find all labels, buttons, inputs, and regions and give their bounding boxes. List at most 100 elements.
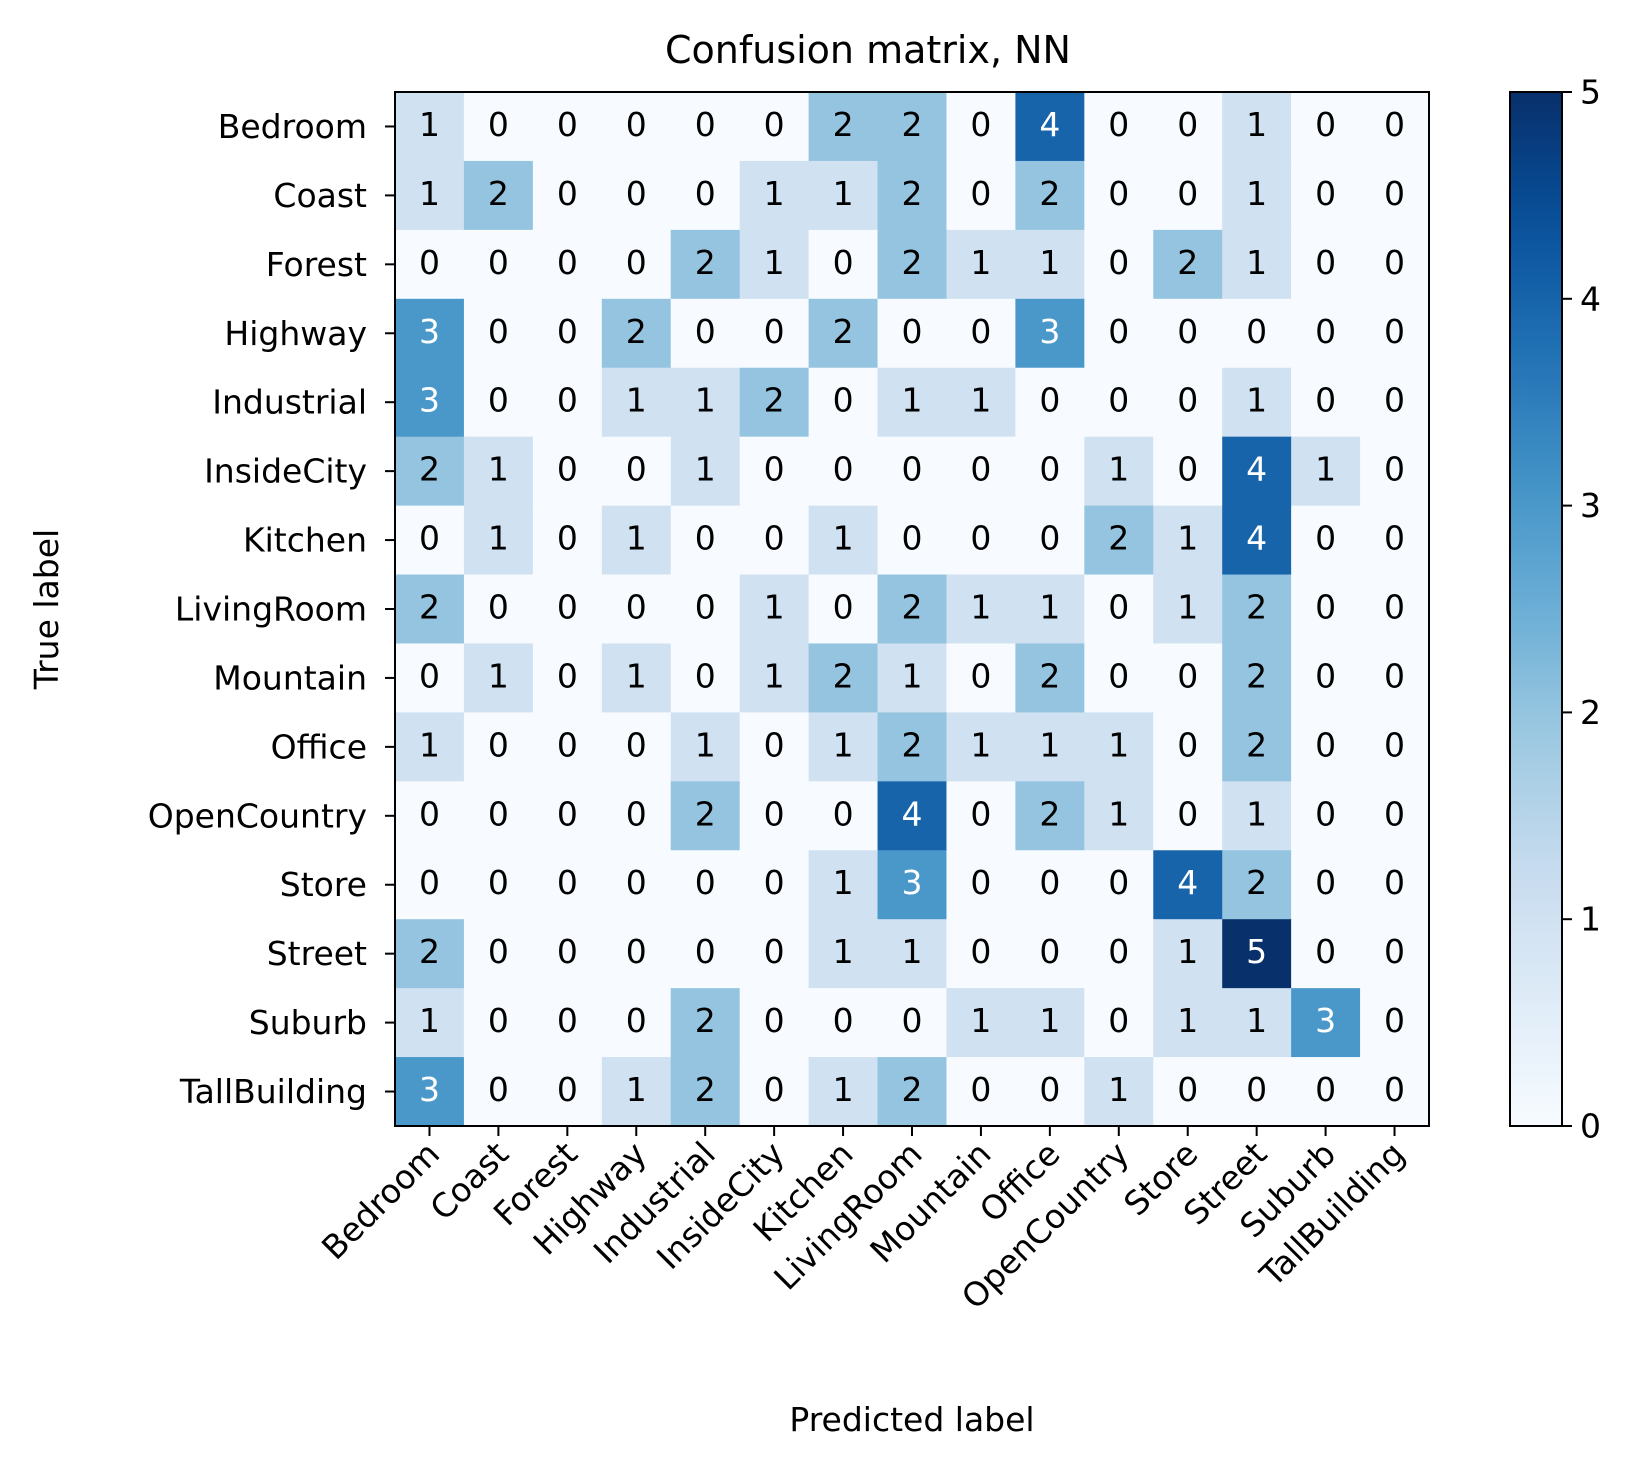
cell-value-label: 0 [764,1070,785,1109]
heatmap-cell [1291,367,1361,438]
heatmap-cell [670,160,741,231]
cell-value-label: 0 [764,863,785,902]
heatmap-cell [1084,712,1154,782]
heatmap-cell [877,505,948,576]
cell-value-label: 1 [764,174,785,213]
heatmap-cell [463,505,534,576]
cell-value-label: 0 [1384,588,1405,627]
heatmap-cell [670,781,741,851]
heatmap-cell [1084,643,1154,713]
cell-value-label: 0 [488,863,509,902]
y-tick-label: Store [280,865,367,904]
heatmap-cell [1360,160,1430,231]
cell-value-label: 0 [1108,174,1129,213]
cell-value-label: 0 [902,312,923,351]
heatmap-cell [946,781,1016,851]
cell-value-label: 2 [419,450,440,489]
heatmap-cell [1291,229,1361,300]
cell-value-label: 1 [1246,243,1267,282]
cell-value-label: 0 [557,105,578,144]
cell-value-label: 0 [1108,381,1129,420]
heatmap-cell [808,919,879,989]
heatmap-cell [532,436,603,507]
heatmap-cell [1084,229,1154,300]
heatmap-cell [601,988,672,1058]
heatmap-cell [739,92,810,162]
heatmap-cell [739,160,810,231]
cell-value-label: 2 [695,794,716,833]
cell-value-label: 0 [626,588,647,627]
heatmap-cell [1291,92,1361,162]
heatmap-cell [601,505,672,576]
cell-value-label: 1 [1177,932,1198,971]
cell-value-label: 1 [695,450,716,489]
heatmap-cell [1360,367,1430,438]
heatmap-cell [601,160,672,231]
heatmap-cell [532,1057,603,1127]
heatmap-cell [1360,850,1430,920]
heatmap-cell [877,1057,948,1127]
heatmap-cell [808,988,879,1058]
cell-value-label: 0 [488,105,509,144]
heatmap-cell [1360,919,1430,989]
cell-value-label: 2 [833,105,854,144]
cell-value-label: 0 [1039,450,1060,489]
heatmap-cell [808,229,879,300]
heatmap-cell [1084,1057,1154,1127]
cell-value-label: 1 [902,932,923,971]
cell-value-label: 1 [1177,588,1198,627]
cell-value-label: 0 [557,1070,578,1109]
cell-value-label: 0 [1315,519,1336,558]
heatmap-cell [601,367,672,438]
cell-value-label: 0 [488,1001,509,1040]
heatmap-cell [670,436,741,507]
cell-value-label: 0 [695,932,716,971]
cell-value-label: 0 [1177,174,1198,213]
cell-value-label: 2 [1246,863,1267,902]
heatmap-cell [1360,574,1430,645]
heatmap-cell [946,92,1016,162]
heatmap-cell [670,367,741,438]
cell-value-label: 1 [695,725,716,764]
heatmap-cell [532,367,603,438]
y-tick-label: Kitchen [243,521,367,560]
colorbar-tick-label: 1 [1580,900,1601,939]
cell-value-label: 0 [1177,656,1198,695]
cell-value-label: 0 [1108,588,1129,627]
heatmap-cell [739,1057,810,1127]
heatmap-cell [1084,919,1154,989]
cell-value-label: 0 [488,1070,509,1109]
cell-value-label: 2 [1039,174,1060,213]
heatmap-cell [601,92,672,162]
heatmap-cell [1084,850,1154,920]
cell-value-label: 0 [1246,1070,1267,1109]
heatmap-cell [808,712,879,782]
cell-value-label: 2 [695,243,716,282]
heatmap-cell [1360,781,1430,851]
heatmap-cell [463,850,534,920]
cell-value-label: 0 [1384,863,1405,902]
y-tick-label: Bedroom [218,107,367,146]
heatmap-cell [877,988,948,1058]
cell-value-label: 2 [695,1070,716,1109]
cell-value-label: 0 [557,588,578,627]
cell-value-label: 0 [1384,105,1405,144]
cell-value-label: 2 [833,312,854,351]
cell-value-label: 1 [970,243,991,282]
cell-value-label: 0 [1384,174,1405,213]
cell-value-label: 3 [1039,312,1060,351]
heatmap-cell [395,781,465,851]
cell-value-label: 0 [488,932,509,971]
heatmap-cell [532,574,603,645]
heatmap-cell [463,781,534,851]
heatmap-cell [1015,229,1085,300]
heatmap-cell [877,712,948,782]
heatmap-cell [877,574,948,645]
heatmap-cell [1360,229,1430,300]
heatmap-cell [395,436,465,507]
colorbar-gradient [1509,91,1563,1127]
cell-value-label: 0 [419,243,440,282]
heatmap-cell [670,1057,741,1127]
heatmap-cell [1291,643,1361,713]
cell-value-label: 0 [764,725,785,764]
